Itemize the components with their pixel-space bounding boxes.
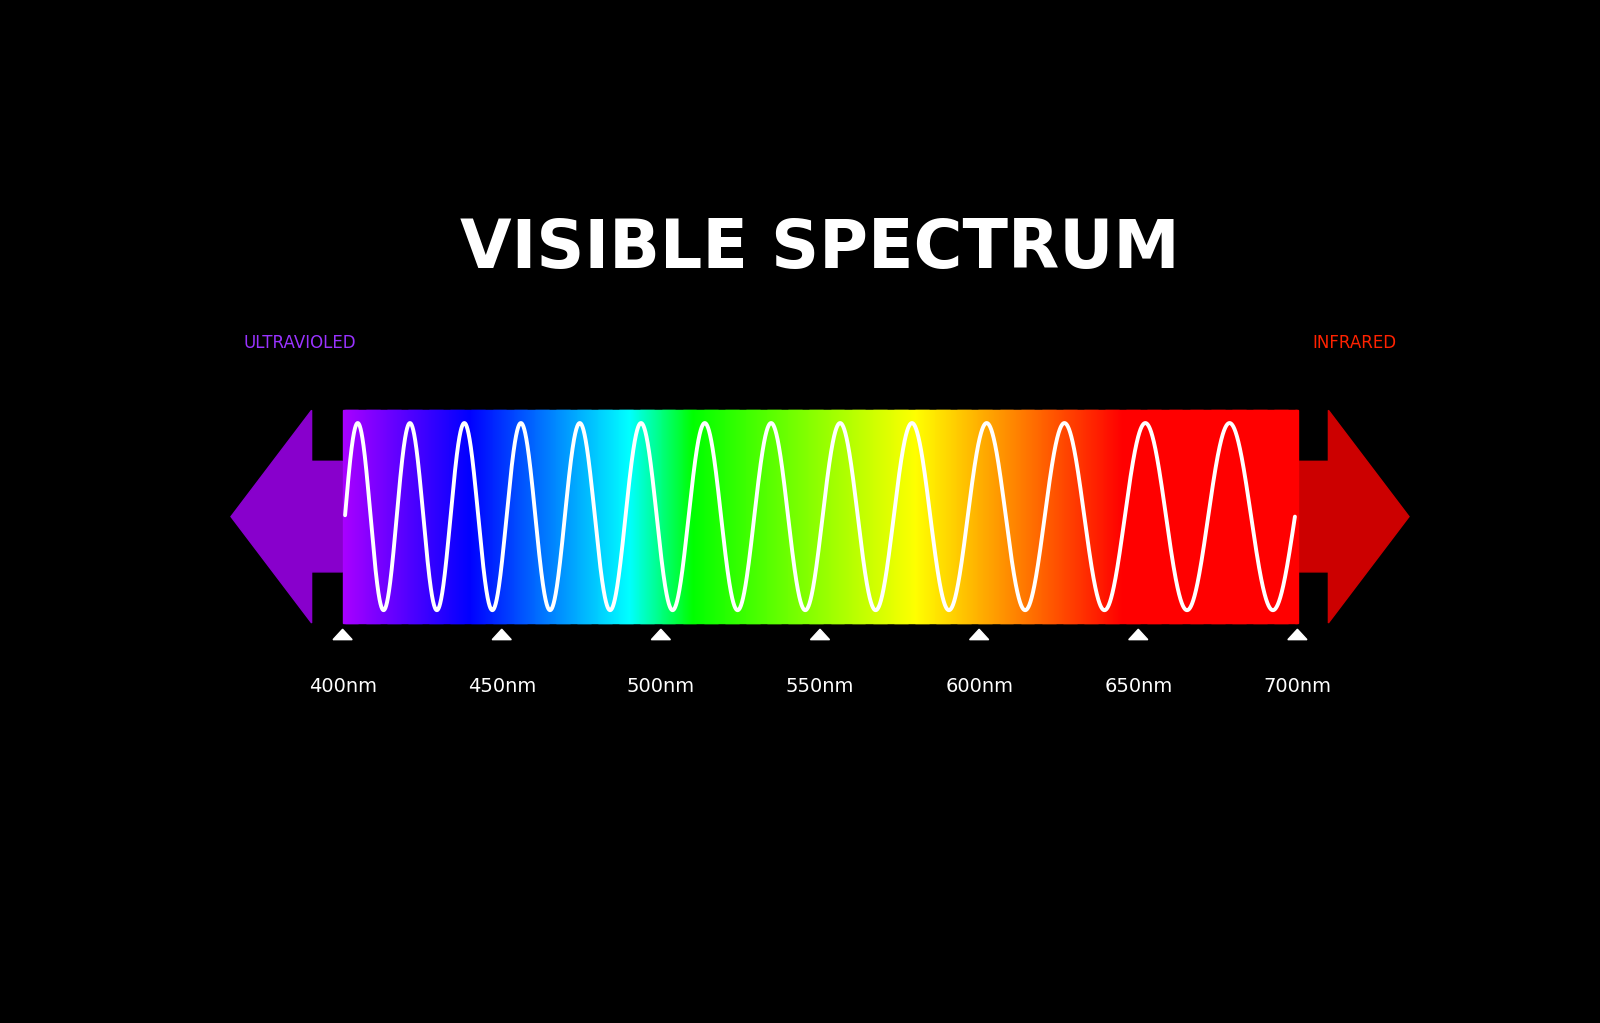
Text: VISIBLE SPECTRUM: VISIBLE SPECTRUM <box>461 216 1179 281</box>
Text: 400nm: 400nm <box>309 676 376 696</box>
Text: INFRARED: INFRARED <box>1312 335 1397 352</box>
Polygon shape <box>333 629 352 639</box>
Text: 600nm: 600nm <box>946 676 1013 696</box>
FancyArrow shape <box>230 410 342 623</box>
Polygon shape <box>1288 629 1307 639</box>
Text: 550nm: 550nm <box>786 676 854 696</box>
Polygon shape <box>651 629 670 639</box>
Polygon shape <box>970 629 989 639</box>
Text: 700nm: 700nm <box>1264 676 1331 696</box>
Polygon shape <box>493 629 512 639</box>
FancyArrow shape <box>1298 410 1410 623</box>
Text: 650nm: 650nm <box>1104 676 1173 696</box>
Polygon shape <box>811 629 829 639</box>
Text: 450nm: 450nm <box>467 676 536 696</box>
Text: ULTRAVIOLED: ULTRAVIOLED <box>243 335 357 352</box>
Polygon shape <box>1128 629 1147 639</box>
Text: 500nm: 500nm <box>627 676 694 696</box>
